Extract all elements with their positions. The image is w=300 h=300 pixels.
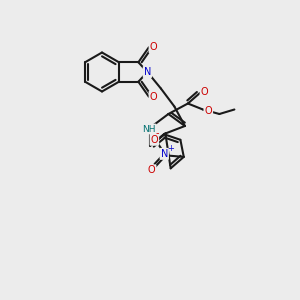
Text: O: O [150, 42, 157, 52]
Text: +: + [167, 144, 174, 153]
Text: O: O [150, 92, 157, 102]
Text: -: - [156, 128, 159, 138]
Text: O: O [148, 165, 155, 176]
Text: O: O [151, 135, 158, 145]
Text: NH: NH [142, 124, 156, 134]
Text: O: O [205, 106, 212, 116]
Text: N: N [160, 149, 168, 159]
Text: N: N [144, 67, 151, 77]
Text: O: O [201, 86, 208, 97]
